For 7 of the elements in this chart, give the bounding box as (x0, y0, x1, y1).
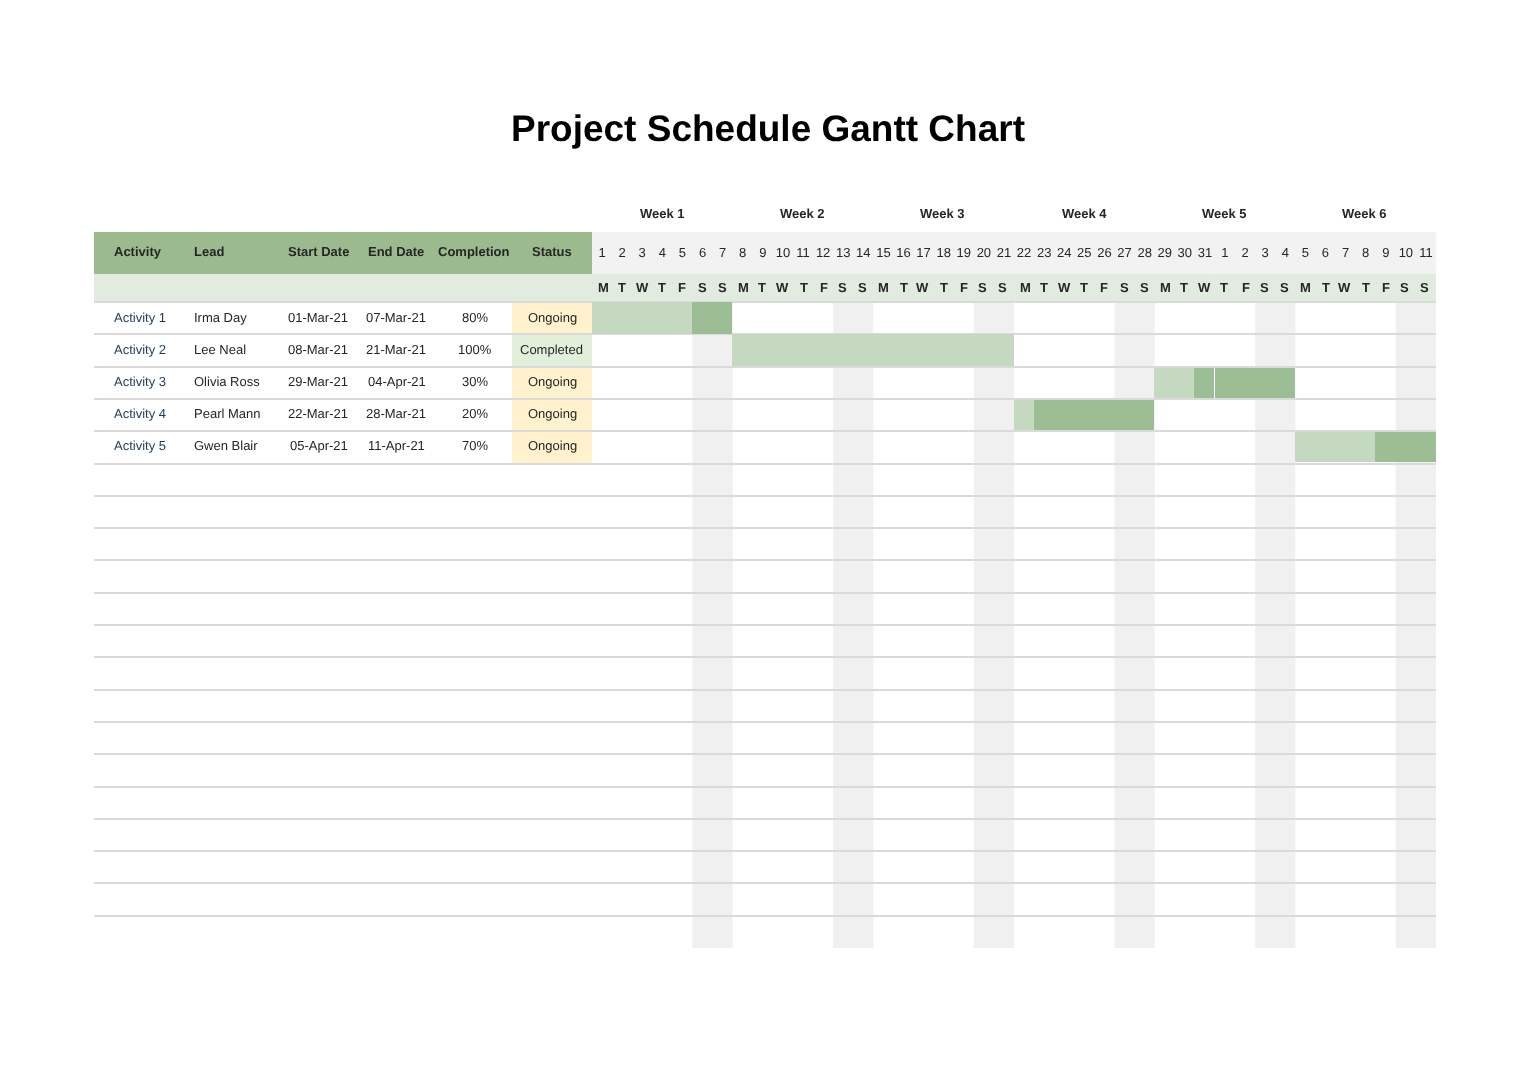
bar (1294, 432, 1375, 462)
bar (692, 302, 732, 334)
bar (1034, 400, 1154, 430)
bar (1154, 368, 1194, 398)
bar (732, 334, 1014, 366)
bar (1374, 432, 1436, 462)
bar (1014, 400, 1034, 430)
